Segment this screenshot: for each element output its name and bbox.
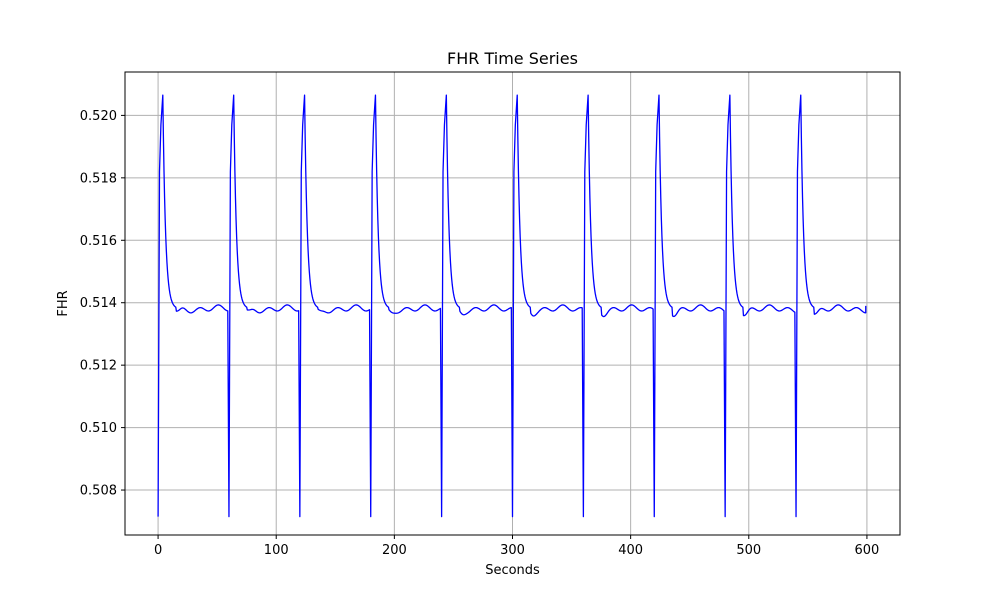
x-tick-label: 400 bbox=[618, 543, 643, 558]
x-tick-label: 500 bbox=[736, 543, 761, 558]
x-axis-ticks: 0 100 200 300 400 500 600 bbox=[154, 535, 879, 558]
x-tick-label: 100 bbox=[264, 543, 289, 558]
x-tick-label: 600 bbox=[855, 543, 880, 558]
y-tick-label: 0.510 bbox=[80, 421, 117, 436]
y-tick-label: 0.514 bbox=[80, 296, 117, 311]
y-tick-label: 0.512 bbox=[80, 359, 117, 374]
chart-title: FHR Time Series bbox=[447, 49, 578, 68]
y-tick-label: 0.508 bbox=[80, 484, 117, 499]
x-axis-label: Seconds bbox=[485, 563, 540, 578]
y-axis-ticks: 0.508 0.510 0.512 0.514 0.516 0.518 0.520 bbox=[80, 109, 125, 499]
x-tick-label: 200 bbox=[382, 543, 407, 558]
grid bbox=[125, 72, 900, 535]
y-tick-label: 0.516 bbox=[80, 234, 117, 249]
data-line-layer bbox=[157, 94, 867, 518]
y-tick-label: 0.518 bbox=[80, 171, 117, 186]
x-tick-label: 0 bbox=[154, 543, 162, 558]
fhr-series-line bbox=[157, 94, 867, 518]
y-tick-label: 0.520 bbox=[80, 109, 117, 124]
y-axis-label: FHR bbox=[56, 290, 71, 316]
x-tick-label: 300 bbox=[500, 543, 525, 558]
